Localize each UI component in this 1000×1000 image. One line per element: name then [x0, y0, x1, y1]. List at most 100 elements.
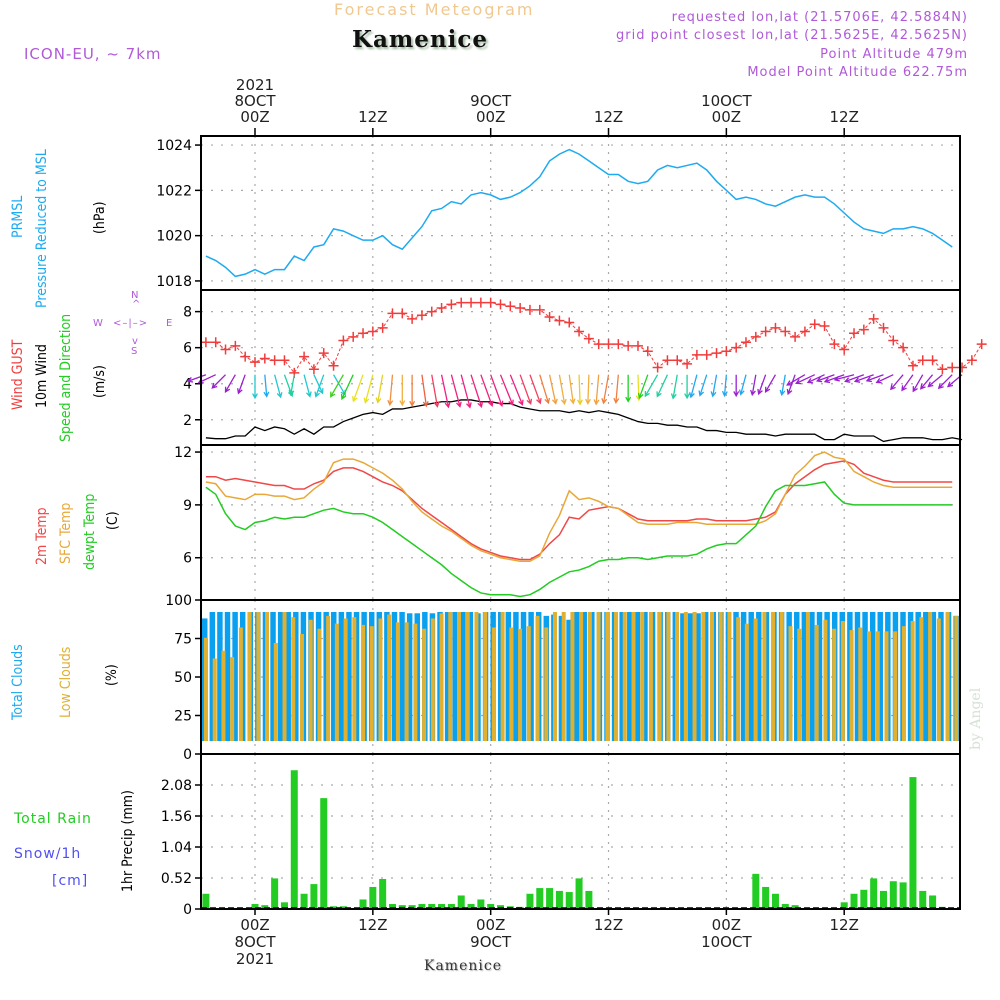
wind-direction-arrow [363, 374, 374, 404]
precip-bar [762, 886, 770, 908]
time-label-top: 9OCT [470, 92, 512, 110]
y-tick-label-precip: 2.08 [161, 778, 192, 794]
precip-bar [850, 893, 858, 908]
wind-gust-marker [593, 339, 604, 350]
wind-gust-marker [790, 331, 801, 342]
y-tick-label-clouds: 100 [165, 593, 192, 609]
requested-coordinates: requested lon,lat (21.5706E, 42.5884N) [671, 10, 968, 25]
wind-direction-arrow [288, 374, 295, 397]
total-cloud-bar [217, 612, 223, 741]
total-cloud-bar [558, 615, 565, 741]
model-point-altitude: Model Point Altitude 622.75m [747, 65, 968, 80]
total-cloud-bar [794, 612, 800, 741]
low-cloud-bar [238, 627, 243, 741]
wind-gust-marker [947, 362, 958, 373]
total-cloud-bar [566, 619, 572, 741]
temp-2m-line [205, 460, 953, 561]
low-cloud-bar [797, 628, 802, 741]
y-tick-label-pressure: 1020 [156, 229, 192, 245]
low-cloud-bar [631, 612, 636, 741]
precip-bar [447, 904, 455, 908]
precip-bar [526, 893, 534, 908]
forecast-meteogram-title: Forecast Meteogram [334, 0, 535, 19]
wind-gust-marker [829, 339, 840, 350]
low-cloud-bar [439, 613, 444, 741]
total-cloud-bar [444, 612, 451, 741]
low-cloud-bar [500, 612, 505, 741]
wind-direction-arrow [710, 374, 718, 398]
y-tick-label-temperature: 6 [183, 551, 192, 567]
y-tick-label-wind: 8 [183, 305, 192, 321]
panel-frame-precip [200, 753, 961, 910]
low-cloud-bar [579, 612, 584, 741]
low-cloud-bar [718, 612, 723, 741]
wind-gust-marker [888, 335, 899, 346]
total-cloud-bar [938, 612, 944, 741]
total-cloud-bar [467, 612, 474, 741]
low-cloud-bar [779, 612, 784, 741]
wind-gust-marker [505, 301, 516, 312]
precip-bar [585, 890, 593, 908]
low-cloud-bar [308, 619, 313, 741]
wind-gust-marker [682, 358, 693, 369]
low-cloud-bar [361, 624, 366, 741]
wind-direction-arrow [684, 374, 691, 400]
low-cloud-bar [221, 650, 226, 741]
precip-bar [467, 904, 475, 908]
wind-gust-marker [603, 339, 614, 350]
wind-gust-marker [367, 326, 378, 337]
wind-direction-arrow [539, 374, 551, 405]
wind-gust-marker [358, 328, 369, 339]
low-cloud-bar [605, 612, 610, 741]
wind-gust-marker [917, 355, 928, 366]
compass-arrow-up: ^ [132, 299, 141, 310]
precip-bar [752, 873, 760, 908]
total-cloud-bar [338, 612, 345, 741]
wind-gust-marker [937, 364, 948, 375]
low-cloud-bar [561, 612, 566, 741]
wind-direction-arrow [303, 374, 312, 398]
low-cloud-bar [282, 612, 287, 741]
wind-gust-marker [839, 344, 850, 355]
wind-direction-arrow [721, 374, 728, 398]
wind-gust-marker [416, 310, 427, 321]
total-cloud-bar [809, 612, 815, 741]
total-cloud-bar [353, 612, 360, 741]
y-tick-label-clouds: 0 [183, 747, 192, 763]
low-cloud-bar [701, 612, 706, 741]
wind-gust-marker [407, 313, 418, 324]
wind-gust-marker [534, 304, 545, 315]
wind-direction-arrow [421, 374, 429, 408]
precip-bar [919, 890, 927, 908]
low-cloud-bar [788, 626, 793, 741]
low-cloud-bar [369, 626, 374, 741]
low-cloud-bar [744, 623, 749, 741]
wind-gust-marker [583, 333, 594, 344]
wind-gust-marker [308, 364, 319, 375]
total-cloud-bar [907, 612, 914, 741]
grid-point-coordinates: grid point closest lon,lat (21.5625E, 42… [616, 28, 968, 43]
wind-direction-arrow [450, 374, 462, 408]
total-cloud-bar [399, 612, 405, 741]
total-cloud-bar [923, 612, 929, 741]
y-tick-label-pressure: 1018 [156, 274, 192, 290]
time-label-top: 2021 [236, 76, 274, 94]
label-total-rain: Total Rain [14, 811, 92, 827]
precip-bar [791, 905, 799, 908]
low-cloud-bar [893, 631, 898, 741]
wind-direction-arrow [211, 374, 226, 389]
temp-sfc-line [205, 451, 953, 562]
total-cloud-bar [520, 612, 527, 741]
total-cloud-bar [406, 613, 413, 741]
precip-bar [330, 906, 338, 908]
wind-gust-marker [564, 317, 575, 328]
compass-south: S [131, 346, 138, 357]
wind-direction-arrow [919, 374, 934, 390]
low-cloud-bar [544, 627, 549, 741]
low-cloud-bar [378, 618, 383, 741]
wind-gust-marker [328, 360, 339, 371]
wind-direction-arrow [764, 374, 777, 393]
wind-gust-marker [269, 355, 280, 366]
total-cloud-bar [209, 612, 216, 741]
y-tick-label-clouds: 50 [174, 670, 192, 686]
